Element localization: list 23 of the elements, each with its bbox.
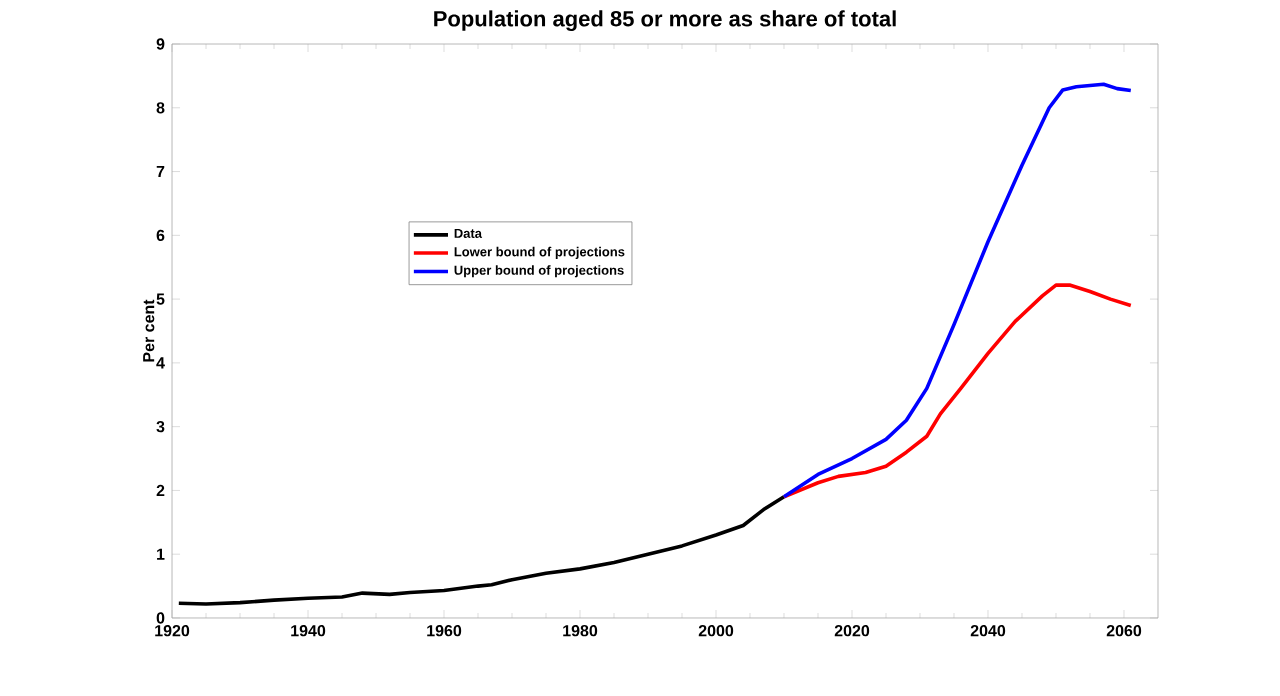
y-tick-label: 2 (156, 484, 165, 497)
y-tick-label: 1 (157, 548, 165, 560)
x-tick-label: 1920 (155, 625, 190, 637)
x-tick-label: 2020 (834, 625, 870, 637)
y-tick-label: 4 (156, 357, 165, 369)
line-series (782, 283, 1133, 499)
y-tick-label: 0 (156, 612, 165, 624)
y-tick-label: 5 (156, 293, 165, 305)
x-tick-label: 1940 (291, 625, 326, 637)
y-axis-title: Per cent (143, 299, 155, 362)
y-tick-label: 8 (156, 102, 165, 114)
x-tick-label: 2060 (1106, 625, 1142, 637)
line-series (177, 495, 786, 606)
chart-title: Population aged 85 or more as share of total (434, 10, 896, 31)
y-tick-label: 9 (156, 38, 165, 50)
x-tick-label: 2000 (698, 625, 734, 637)
y-tick-label: 6 (156, 229, 165, 241)
x-tick-label: 1960 (427, 625, 462, 637)
x-tick-label: 1980 (563, 625, 598, 637)
y-tick-label: 3 (156, 420, 165, 433)
x-tick-label: 2040 (970, 625, 1006, 637)
y-tick-label: 7 (156, 166, 165, 178)
line-series (782, 82, 1133, 499)
